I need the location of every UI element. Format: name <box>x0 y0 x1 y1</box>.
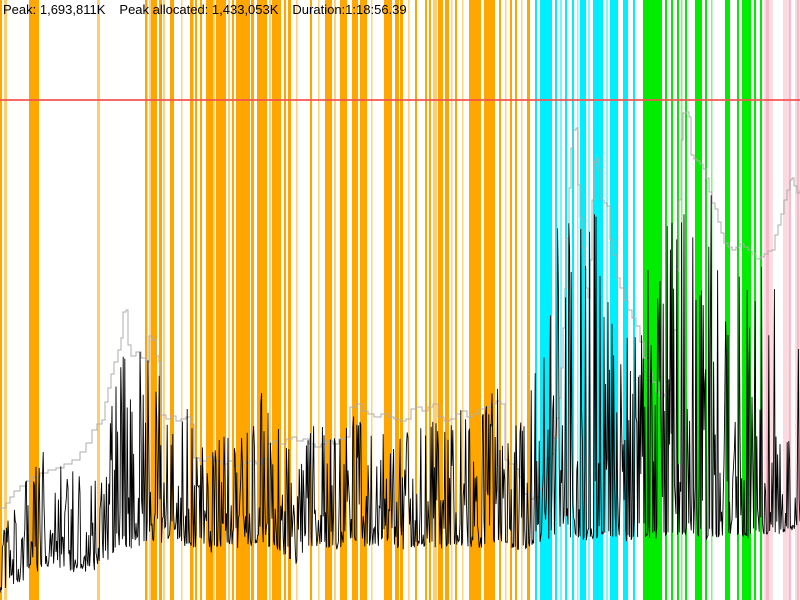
event-bar-pink <box>797 0 799 600</box>
event-bar-orange <box>521 0 523 600</box>
event-bar-orange <box>433 0 437 600</box>
event-bar-pink <box>789 0 791 600</box>
event-bar-green <box>685 0 687 600</box>
event-bar-green <box>742 0 751 600</box>
event-bar-green <box>737 0 739 600</box>
event-bar-orange <box>408 0 410 600</box>
event-bar-orange <box>325 0 332 600</box>
event-bar-orange <box>505 0 507 600</box>
event-bar-orange <box>0 0 2 600</box>
peak-label: Peak: 1,693,811K <box>3 2 106 17</box>
event-bar-orange <box>352 0 358 600</box>
event-bar-orange <box>462 0 464 600</box>
event-bar-orange <box>170 0 174 600</box>
event-bar-orange <box>340 0 347 600</box>
event-bar-orange <box>236 0 250 600</box>
event-bar-orange <box>451 0 453 600</box>
event-bar-orange <box>269 0 271 600</box>
event-bar-orange <box>371 0 373 600</box>
event-bar-cyan <box>572 0 574 600</box>
event-bar-orange <box>195 0 197 600</box>
event-bar-orange <box>360 0 367 600</box>
event-bar-orange <box>190 0 194 600</box>
event-bar-cyan <box>600 0 603 600</box>
event-bar-orange <box>228 0 230 600</box>
event-bar-cyan <box>606 0 608 600</box>
event-bar-orange <box>284 0 286 600</box>
event-bar-pink <box>783 0 790 600</box>
event-bar-orange <box>181 0 183 600</box>
event-bar-orange <box>4 0 7 600</box>
event-bar-cyan <box>610 0 618 600</box>
event-bar-orange <box>445 0 449 600</box>
event-bar-orange <box>395 0 399 600</box>
event-bar-orange <box>510 0 512 600</box>
event-bar-orange <box>145 0 148 600</box>
event-bar-cyan <box>560 0 562 600</box>
duration-label: Duration:1:18:56.39 <box>292 2 407 17</box>
event-bar-green <box>677 0 679 600</box>
event-bar-orange <box>149 0 151 600</box>
event-bar-orange <box>251 0 254 600</box>
event-bar-orange <box>455 0 457 600</box>
event-bar-orange <box>527 0 530 600</box>
event-bar-orange <box>469 0 481 600</box>
event-bar-orange <box>97 0 100 600</box>
event-bar-green <box>695 0 702 600</box>
event-bar-orange <box>151 0 157 600</box>
status-bar: Peak: 1,693,811K Peak allocated: 1,433,05… <box>3 2 421 17</box>
event-bar-orange <box>400 0 403 600</box>
event-bar-cyan <box>580 0 586 600</box>
event-bar-orange <box>213 0 215 600</box>
event-bar-green <box>705 0 707 600</box>
allocated-memory-trace <box>0 111 800 509</box>
event-bar-pink <box>766 0 769 600</box>
event-bar-orange <box>384 0 392 600</box>
event-bar-orange <box>334 0 336 600</box>
event-bar-orange <box>216 0 226 600</box>
event-bar-orange <box>296 0 298 600</box>
event-bar-green <box>760 0 762 600</box>
event-bar-green <box>754 0 756 600</box>
event-bar-cyan <box>633 0 635 600</box>
event-bar-orange <box>310 0 312 600</box>
event-bar-orange <box>232 0 234 600</box>
event-bar-orange <box>159 0 162 600</box>
event-bar-orange <box>288 0 291 600</box>
event-bar-orange <box>425 0 427 600</box>
event-bar-orange <box>415 0 417 600</box>
event-bar-orange <box>257 0 267 600</box>
event-bar-orange <box>429 0 431 600</box>
peak-allocated-label: Peak allocated: 1,433,053K <box>119 2 279 17</box>
used-memory-trace <box>0 195 800 593</box>
event-bar-orange <box>484 0 495 600</box>
event-bar-cyan <box>535 0 537 600</box>
event-bar-orange <box>318 0 320 600</box>
event-bar-cyan <box>555 0 557 600</box>
event-bar-green <box>725 0 730 600</box>
event-bar-orange <box>515 0 517 600</box>
event-bar-orange <box>206 0 213 600</box>
event-bar-orange <box>438 0 443 600</box>
event-bar-orange <box>499 0 501 600</box>
event-bar-cyan <box>577 0 579 600</box>
event-bar-green <box>665 0 667 600</box>
event-bar-orange <box>29 0 39 600</box>
event-bar-orange <box>200 0 202 600</box>
event-bar-orange <box>272 0 281 600</box>
event-bar-orange <box>163 0 165 600</box>
